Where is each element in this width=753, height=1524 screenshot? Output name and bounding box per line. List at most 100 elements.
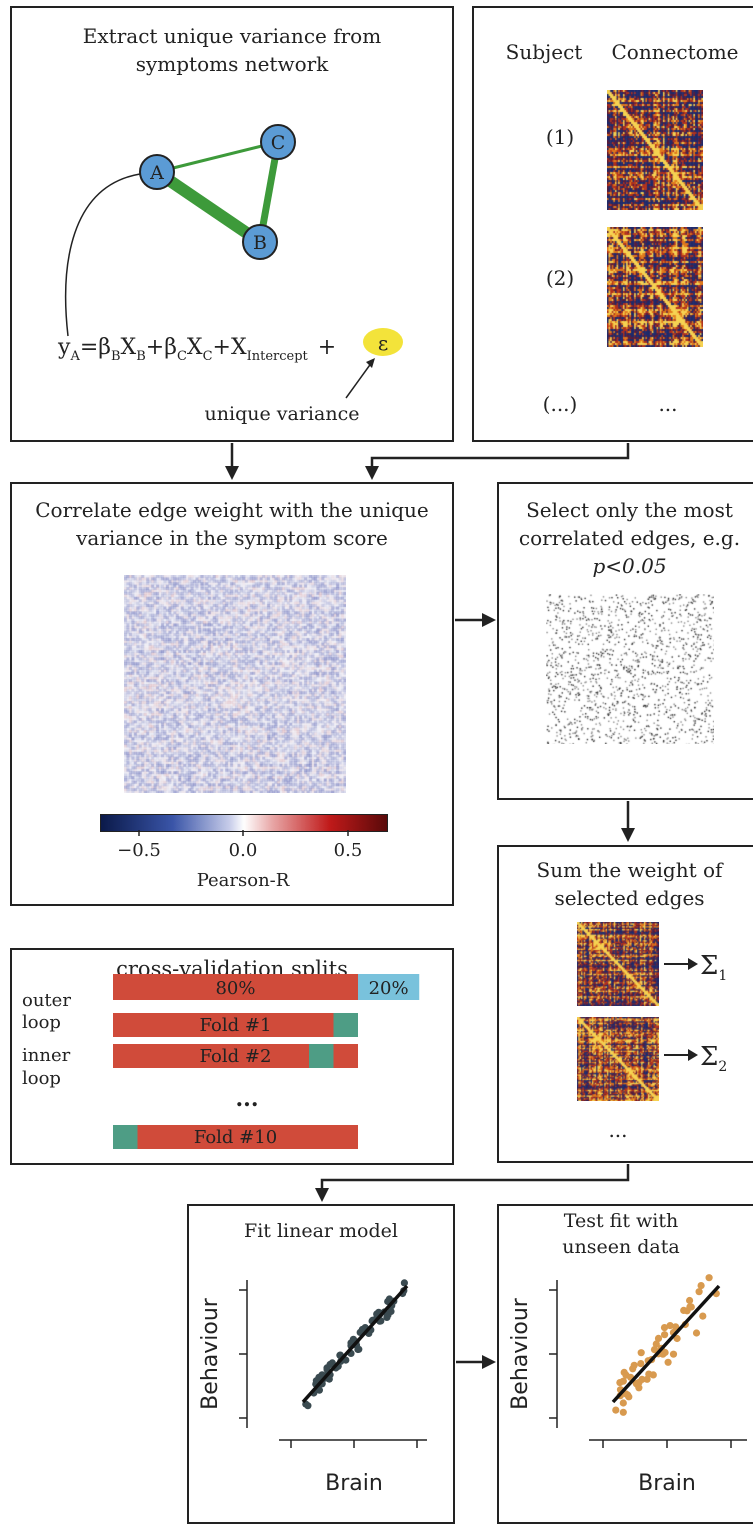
fold-1-train-bar xyxy=(113,1013,358,1037)
connectome-panel xyxy=(472,6,753,442)
arrowhead-select-to-sum xyxy=(621,828,635,842)
test-y-label: Behaviour xyxy=(508,1297,533,1410)
scatter-point xyxy=(637,1360,645,1368)
scatter-point xyxy=(643,1375,651,1383)
scatter-point xyxy=(672,1323,680,1331)
scatter-point xyxy=(315,1386,323,1394)
scatter-point xyxy=(697,1282,705,1290)
fold-2-val-bar xyxy=(309,1044,334,1068)
scatter-point xyxy=(695,1288,703,1296)
arrowhead-sum-to-fit xyxy=(315,1188,329,1202)
arrow-sum-to-fit xyxy=(320,1164,630,1192)
unique-variance-label: unique variance xyxy=(205,403,360,425)
outer-train-label: 80% xyxy=(215,978,255,999)
correlate-title-line1: Correlate edge weight with the unique xyxy=(35,498,429,522)
scatter-point xyxy=(661,1348,669,1357)
epsilon-symbol: ε xyxy=(378,331,388,355)
sum-ellipsis: ... xyxy=(608,1118,628,1142)
scatter-point xyxy=(673,1334,681,1343)
scatter-point xyxy=(664,1358,672,1366)
network-title-line1: Extract unique variance from xyxy=(82,24,382,48)
connectome-ellipsis: ... xyxy=(658,392,678,416)
scatter-point xyxy=(652,1340,660,1348)
sum-title-line1: Sum the weight of xyxy=(536,858,723,882)
cv-splits: 80% 20% Fold #1 Fold #2 ... Fold #10 xyxy=(113,974,420,1149)
scatter-point xyxy=(383,1313,391,1321)
test-points xyxy=(612,1274,720,1416)
fit-model-panel xyxy=(187,1204,455,1524)
select-title-line1: Select only the most xyxy=(526,498,733,522)
connectome-selected-1 xyxy=(577,922,659,1006)
scatter-point xyxy=(686,1296,694,1305)
scatter-point xyxy=(692,1329,701,1337)
connectome-column-header: Connectome xyxy=(611,40,739,64)
fold-10-val-bar xyxy=(113,1125,138,1149)
fold-1-label: Fold #1 xyxy=(200,1015,272,1036)
scatter-point xyxy=(660,1324,669,1332)
scatter-point xyxy=(619,1377,627,1385)
scatter-point xyxy=(686,1303,694,1311)
scatter-point xyxy=(637,1349,645,1357)
pearson-colorbar xyxy=(100,814,388,832)
annotation-arrow xyxy=(345,361,373,399)
connector-curve xyxy=(64,173,141,337)
outer-test-label: 20% xyxy=(369,978,409,999)
arrowhead-network-to-correlate xyxy=(225,466,239,480)
fold-row-2: Fold #2 xyxy=(113,1044,358,1068)
colorbar-label: Pearson-R xyxy=(197,870,290,891)
scatter-point xyxy=(654,1334,663,1342)
network-title-line2: symptoms network xyxy=(135,52,329,76)
scatter-point xyxy=(638,1375,646,1383)
correlation-matrix xyxy=(124,575,346,793)
symptom-network-graph: A B C yA=βBXB+βCXC+XIntercept + ε unique … xyxy=(57,124,403,425)
test-fit-panel xyxy=(497,1204,753,1524)
inner-loop-label-1: inner xyxy=(22,1045,71,1066)
folds-ellipsis: ... xyxy=(236,1086,259,1112)
scatter-point xyxy=(619,1408,627,1416)
fold-row-1: Fold #1 xyxy=(113,1013,358,1037)
fit-y-label: Behaviour xyxy=(198,1297,223,1410)
node-b xyxy=(242,224,278,260)
fold-10-train-bar xyxy=(113,1125,358,1149)
node-c xyxy=(260,124,296,160)
colorbar-axis: −0.5 0.0 0.5 Pearson-R xyxy=(117,830,362,891)
subject-row-2: (2) xyxy=(545,266,575,290)
arrowhead-correlate-to-select xyxy=(482,613,496,627)
test-scatter-plot: Brain Behaviour xyxy=(508,1274,747,1496)
fit-regression-line xyxy=(301,1284,409,1404)
fold-10-label: Fold #10 xyxy=(194,1127,277,1148)
test-x-label: Brain xyxy=(638,1471,696,1496)
colorbar-tick-label-neg: −0.5 xyxy=(117,840,161,861)
sum-arrows: Σ1 Σ2 xyxy=(664,951,727,1075)
subject-row-more: (...) xyxy=(542,392,578,416)
outer-test-bar xyxy=(358,974,420,1000)
fit-title: Fit linear model xyxy=(244,1220,398,1242)
scatter-point xyxy=(612,1406,620,1414)
outer-train-bar xyxy=(113,974,358,1000)
fit-x-label: Brain xyxy=(325,1471,383,1496)
arrow-connectome-to-correlate xyxy=(370,443,630,470)
scatter-point xyxy=(304,1402,312,1410)
outer-loop-label-2: loop xyxy=(22,1012,61,1033)
sum-title-line2: selected edges xyxy=(554,886,705,910)
sum-arrowhead-2 xyxy=(688,1049,698,1061)
node-a xyxy=(139,154,175,190)
scatter-point xyxy=(635,1384,643,1392)
connectome-selected-2 xyxy=(577,1017,659,1101)
scatter-point xyxy=(620,1368,628,1376)
test-title-line2: unseen data xyxy=(562,1236,680,1258)
node-label-c: C xyxy=(271,132,286,154)
subject-column-header: Subject xyxy=(505,40,583,64)
outer-loop-label-1: outer xyxy=(22,990,71,1011)
select-title-line3: p<0.05 xyxy=(592,554,667,578)
select-title-line2: correlated edges, e.g. xyxy=(518,526,741,550)
scatter-point xyxy=(355,1345,363,1353)
epsilon-highlight xyxy=(363,328,403,356)
arrowhead-fit-to-test xyxy=(482,1355,496,1369)
sum-symbol-2: Σ2 xyxy=(700,1042,727,1075)
scatter-point xyxy=(699,1312,707,1320)
annotation-arrowhead xyxy=(366,358,375,368)
colorbar-tick-label-zero: 0.0 xyxy=(229,840,258,861)
correlate-title-line2: variance in the symptom score xyxy=(76,526,388,550)
